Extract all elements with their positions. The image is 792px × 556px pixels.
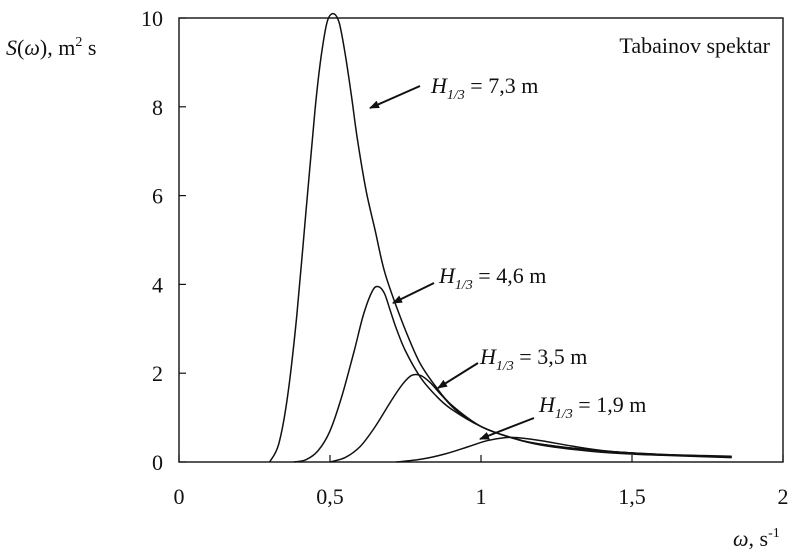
- y-axis-func: S: [6, 35, 17, 60]
- x-axis-title: ω, s-1: [733, 526, 780, 551]
- x-axis-unit: s: [760, 526, 769, 551]
- axis-ticks: 0 0,5 1 1,5 2 0 2 4 6 8 10: [141, 6, 789, 509]
- series-line-3: [329, 373, 732, 463]
- x-axis-unit-exp: -1: [768, 526, 780, 541]
- y-axis-unit-tail: s: [82, 35, 96, 60]
- y-tick-label: 10: [141, 6, 163, 31]
- y-tick-label: 8: [152, 95, 163, 120]
- series-label-1: H1/3 = 7,3 m: [430, 73, 538, 103]
- x-tick-label: 1: [476, 484, 487, 509]
- curve-annotations: H1/3 = 7,3 m H1/3 = 4,6 m H1/3 = 3,5 m H1/3…: [369, 73, 646, 440]
- series-label-4: H1/3 = 1,9 m: [538, 392, 646, 422]
- x-tick-label: 1,5: [618, 484, 646, 509]
- y-axis-title: S(ω), m2 s: [6, 35, 96, 60]
- series-line-4: [396, 436, 732, 463]
- chart-title: Tabainov spektar: [619, 33, 770, 58]
- spectrum-curves: [268, 12, 732, 463]
- y-axis-unit-exp: 2: [75, 35, 82, 50]
- x-tick-label: 0,5: [316, 484, 344, 509]
- x-axis-var: ω: [733, 526, 749, 551]
- y-tick-label: 0: [152, 450, 163, 475]
- x-tick-label: 0: [174, 484, 185, 509]
- y-axis-unit: m: [58, 35, 75, 60]
- annotation-arrow: [369, 85, 421, 109]
- annotation-arrow: [479, 417, 535, 440]
- y-tick-label: 6: [152, 184, 163, 209]
- annotation-arrow: [392, 282, 435, 304]
- series-line-2: [293, 285, 732, 463]
- x-tick-label: 2: [778, 484, 789, 509]
- y-axis-var: ω: [24, 35, 40, 60]
- series-label-2: H1/3 = 4,6 m: [438, 263, 546, 293]
- series-label-3: H1/3 = 3,5 m: [479, 344, 587, 374]
- annotation-arrow: [437, 362, 479, 389]
- y-tick-label: 4: [152, 272, 163, 297]
- y-tick-label: 2: [152, 361, 163, 386]
